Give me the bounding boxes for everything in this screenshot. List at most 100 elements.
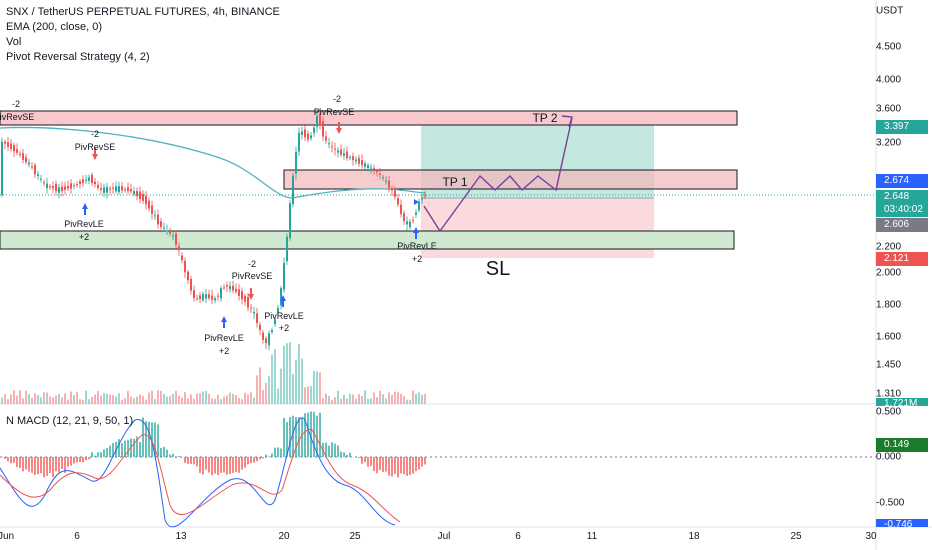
candle-body [202,293,204,301]
candle-body [298,132,300,152]
macd-histogram-bar [121,443,123,457]
volume-bar [154,399,156,404]
macd-histogram-bar [73,457,75,464]
macd-histogram-bar [76,457,78,463]
time-tick: 30 [865,531,877,542]
candle-body [331,146,333,148]
volume-bar [187,398,189,404]
macd-histogram-bar [307,412,309,457]
pivot-short-label: PivRevSE [313,107,355,117]
volume-bar [232,393,234,404]
strategy-indicator-label[interactable]: Pivot Reversal Strategy (4, 2) [6,51,150,63]
macd-histogram-bar [421,457,423,467]
candle-body [97,184,99,189]
candle-body [46,183,48,189]
projection-path [423,117,573,233]
candle-body [13,145,15,152]
candle-body [133,191,135,195]
candle-body [349,156,351,158]
candle-body [337,150,339,153]
volume-bar [238,397,240,404]
volume-bar [412,390,414,404]
candle-body [319,113,321,126]
macd-histogram-bar [175,457,177,458]
candle-body [22,153,24,160]
candle-body [208,294,210,299]
volume-bar [121,399,123,404]
macd-indicator-label[interactable]: N MACD (12, 21, 9, 50, 1) [6,415,134,427]
macd-histogram-bar [46,457,48,476]
volume-bar [208,393,210,404]
macd-histogram-bar [259,457,261,460]
volume-bars [1,342,426,404]
volume-bar [376,397,378,404]
macd-histogram-bar [34,457,36,475]
volume-bar [277,388,279,404]
volume-bar [223,396,225,404]
volume-bar [313,371,315,404]
macd-histogram-bar [199,457,201,473]
candle-body [364,163,366,167]
macd-histogram-bar [154,422,156,457]
volume-bar [67,399,69,404]
candle-body [307,133,309,140]
volume-bar [58,394,60,404]
candle-body [58,187,60,193]
volume-bar [310,386,312,404]
ema-indicator-label[interactable]: EMA (200, close, 0) [6,21,102,33]
macd-histogram-bar [25,457,27,470]
macd-histogram-bar [16,457,18,468]
macd-histogram-bar [151,422,153,457]
volume-bar [316,371,318,404]
volume-bar [37,395,39,404]
macd-histogram-bar [61,457,63,469]
candle-body [235,288,237,292]
pivot-count-label: -2 [90,129,100,139]
volume-bar [328,396,330,404]
pivot-long-label: PivRevLE [264,311,304,321]
tp2-label[interactable]: TP 2 [532,111,558,125]
price-tick: 3.600 [876,103,902,115]
volume-bar [301,358,303,404]
macd-histogram-bar [274,447,276,457]
volume-bar [214,398,216,404]
macd-histogram-bar [403,457,405,475]
pivot-long-label: PivRevLE [64,219,104,229]
volume-bar [22,398,24,404]
macd-histogram-bar [319,412,321,457]
volume-bar [379,390,381,404]
time-tick: 18 [688,531,700,542]
candle-body [229,285,231,290]
candle-body [106,187,108,193]
volume-indicator-label[interactable]: Vol [6,36,22,48]
tp1-label[interactable]: TP 1 [442,175,468,189]
candle-body [118,186,120,193]
candle-body [79,181,81,185]
time-tick: 6 [74,531,80,542]
macd-histogram-bar [70,457,72,466]
volume-bar [70,391,72,404]
macd-histogram-bar [202,457,204,475]
pivot-count-label: -2 [247,259,257,269]
macd-histogram-bar [283,417,285,457]
sl-label[interactable]: SL [485,258,511,280]
macd-histogram-bar [178,455,180,457]
volume-bar [325,393,327,404]
volume-bar [349,393,351,404]
macd-histogram-bar [301,417,303,457]
volume-bar [289,342,291,404]
candle-body [139,191,141,200]
volume-bar [139,394,141,404]
chart-title[interactable]: SNX / TetherUS PERPETUAL FUTURES, 4h, BI… [6,6,280,18]
macd-histogram-bar [133,438,135,457]
macd-histogram-bar [235,457,237,472]
candle-body [145,196,147,205]
macd-histogram-bar [94,455,96,457]
macd-histogram-bar [295,417,297,457]
candle-body [241,291,243,300]
macd-histogram-bar [346,455,348,457]
volume-bar [16,395,18,404]
projection-arrowhead [561,115,573,128]
macd-histogram-bar [226,457,228,475]
